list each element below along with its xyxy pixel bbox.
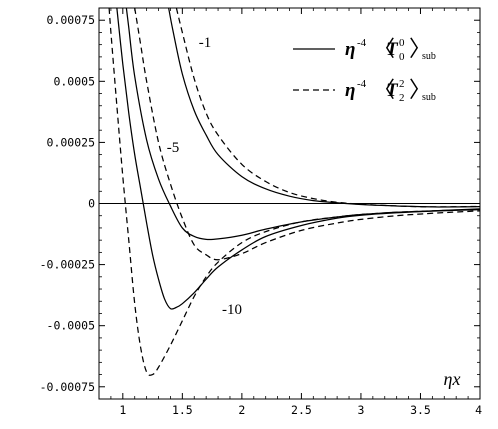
legend-sup: 2 bbox=[399, 78, 405, 90]
legend-tail: sub bbox=[422, 51, 436, 62]
curve-label: -10 bbox=[222, 302, 242, 318]
y-tick-label: 0.00025 bbox=[47, 135, 95, 149]
legend-symbol: T bbox=[386, 80, 399, 101]
legend-sup: 0 bbox=[399, 37, 405, 49]
legend-eta-exponent: -4 bbox=[357, 78, 367, 90]
y-tick-label: 0.00075 bbox=[47, 13, 95, 27]
curve-label: -5 bbox=[167, 140, 180, 156]
annotation-layer: -1 -5 -10 ηx bbox=[167, 35, 461, 389]
y-tick-label: -0.0005 bbox=[47, 319, 95, 333]
series-line-dashed-neg10 bbox=[108, 8, 480, 376]
x-tick-label: 1 bbox=[119, 403, 126, 417]
y-tick-label: -0.00025 bbox=[40, 258, 95, 272]
legend-left-bracket: 〈 bbox=[373, 77, 395, 102]
axis-layer: 1 1.5 2 2.5 3 3.5 4 0.00075 0.0005 0.00025 0 -0.000… bbox=[40, 8, 482, 417]
legend-eta-exponent: -4 bbox=[357, 37, 367, 49]
x-axis-label: ηx bbox=[444, 369, 461, 389]
series-line-solid-neg10 bbox=[116, 8, 480, 310]
curve-label: -1 bbox=[199, 35, 212, 51]
series-layer bbox=[108, 8, 480, 376]
legend-eta: η bbox=[345, 39, 355, 60]
x-tick-label: 3.5 bbox=[410, 403, 431, 417]
x-tick-label: 1.5 bbox=[172, 403, 193, 417]
legend-tail: sub bbox=[422, 92, 436, 103]
legend-right-bracket: 〉 bbox=[409, 77, 431, 102]
x-tick-label: 3 bbox=[357, 403, 364, 417]
legend-eta: η bbox=[345, 80, 355, 101]
x-tick-label: 4 bbox=[475, 403, 482, 417]
legend-right-bracket: 〉 bbox=[409, 36, 431, 61]
legend-sub: 2 bbox=[399, 92, 405, 104]
y-tick-label: 0.0005 bbox=[53, 74, 95, 88]
legend-left-bracket: 〈 bbox=[373, 36, 395, 61]
x-tick-label: 2 bbox=[238, 403, 245, 417]
series-line-dashed-neg5 bbox=[134, 8, 480, 261]
legend-sub: 0 bbox=[399, 51, 405, 63]
y-tick-label: -0.00075 bbox=[40, 380, 95, 394]
y-tick-label: 0 bbox=[88, 197, 95, 211]
series-line-dashed-neg1 bbox=[175, 8, 480, 208]
x-tick-label: 2.5 bbox=[291, 403, 312, 417]
legend-symbol: T bbox=[386, 39, 399, 60]
